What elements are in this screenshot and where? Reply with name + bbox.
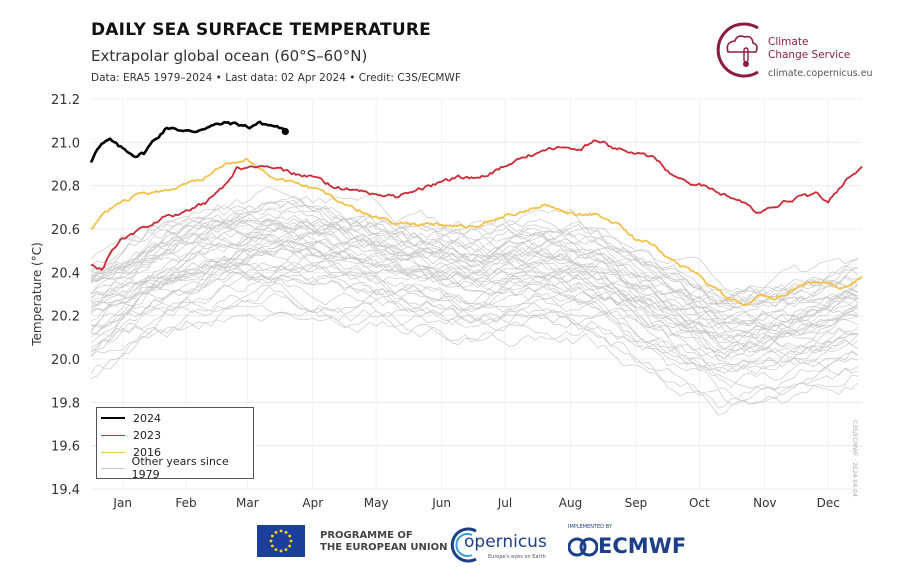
other-year-line bbox=[90, 244, 859, 336]
y-tick-label: 20.8 bbox=[51, 180, 80, 195]
legend-item-2023: 2023 bbox=[101, 428, 161, 442]
y-axis-ticks: 19.4 19.6 19.8 20.0 20.2 20.4 20.6 20.8 21.0 21.2 bbox=[51, 93, 80, 498]
data-credit: Data: ERA5 1979–2024 • Last data: 02 Apr… bbox=[91, 72, 461, 84]
footer-logos: PROGRAMME OF THE EUROPEAN UNION opernicu… bbox=[0, 522, 900, 582]
other-year-line bbox=[90, 223, 858, 308]
x-tick-label-jan: Jan bbox=[112, 496, 132, 510]
other-year-line bbox=[90, 236, 858, 345]
other-year-line bbox=[90, 269, 858, 391]
series-line-2024 bbox=[89, 120, 286, 164]
x-tick-label-may: May bbox=[364, 496, 389, 510]
legend-label-2023: 2023 bbox=[133, 428, 161, 442]
ecmwf-implemented-by: IMPLEMENTED BY bbox=[568, 524, 612, 530]
other-year-line bbox=[90, 231, 858, 306]
other-year-line bbox=[90, 186, 858, 309]
last-data-point-2024 bbox=[281, 127, 289, 136]
other-year-line bbox=[90, 242, 859, 370]
other-year-line bbox=[90, 213, 859, 301]
series-line-2016 bbox=[90, 157, 863, 307]
other-year-line bbox=[90, 283, 858, 388]
legend-item-2016: 2016 bbox=[101, 445, 161, 459]
other-year-line bbox=[90, 309, 858, 405]
c3s-name: Climate Change Service bbox=[768, 36, 851, 61]
x-tick-label-apr: Apr bbox=[302, 496, 323, 510]
legend-label-2016: 2016 bbox=[133, 445, 161, 459]
other-year-line bbox=[90, 221, 858, 309]
other-year-line bbox=[90, 217, 858, 343]
legend-item-2024: 2024 bbox=[101, 411, 161, 425]
c3s-emblem-icon bbox=[716, 22, 759, 78]
x-axis-ticks: Jan Feb Mar Apr May Jun Jul Aug Sep Oct Nov Dec bbox=[112, 496, 839, 510]
legend-swatch-2023 bbox=[101, 434, 125, 436]
other-year-line bbox=[91, 200, 858, 324]
eu-programme-text: PROGRAMME OF THE EUROPEAN UNION bbox=[320, 530, 448, 553]
copernicus-logo-icon bbox=[450, 527, 477, 563]
y-tick-label: 21.2 bbox=[51, 93, 80, 108]
other-year-line bbox=[90, 250, 858, 360]
x-tick-label-dec: Dec bbox=[817, 496, 840, 510]
other-year-line bbox=[90, 268, 858, 409]
x-tick-label-aug: Aug bbox=[559, 496, 582, 510]
x-tick-label-feb: Feb bbox=[175, 496, 196, 510]
c3s-url[interactable]: climate.copernicus.eu bbox=[768, 68, 873, 79]
highlight-lines bbox=[89, 120, 863, 307]
legend-label-2024: 2024 bbox=[133, 411, 161, 425]
other-year-line bbox=[90, 264, 858, 359]
y-tick-label: 19.6 bbox=[51, 440, 80, 455]
chart-subtitle: Extrapolar global ocean (60°S–60°N) bbox=[91, 47, 368, 65]
other-year-line bbox=[90, 210, 858, 351]
y-tick-label: 20.2 bbox=[51, 310, 80, 325]
other-year-line bbox=[90, 204, 858, 328]
c3s-logo[interactable]: Climate Change Service climate.copernicu… bbox=[712, 22, 882, 82]
other-year-line bbox=[90, 195, 858, 306]
other-year-line bbox=[90, 244, 858, 374]
other-year-line bbox=[90, 276, 858, 369]
legend-swatch-2024 bbox=[101, 417, 125, 419]
y-tick-label: 19.4 bbox=[51, 483, 80, 498]
y-tick-label: 20.6 bbox=[51, 223, 80, 238]
other-year-line bbox=[90, 250, 858, 330]
legend-swatch-other bbox=[101, 467, 124, 469]
other-years-lines bbox=[90, 186, 859, 416]
other-year-line bbox=[90, 232, 859, 311]
x-tick-label-oct: Oct bbox=[689, 496, 710, 510]
other-year-line bbox=[90, 274, 858, 400]
other-year-line bbox=[90, 248, 858, 344]
y-tick-label: 20.0 bbox=[51, 353, 80, 368]
other-year-line bbox=[90, 293, 858, 359]
y-axis-label: Temperature (°C) bbox=[30, 242, 44, 347]
sst-line-chart: 19.4 19.6 19.8 20.0 20.2 20.4 20.6 20.8 21.0 21.2… bbox=[30, 93, 863, 510]
other-year-line bbox=[90, 229, 859, 350]
eu-stars-icon bbox=[269, 529, 293, 553]
legend-item-other-years: Other years since 1979 bbox=[101, 455, 253, 481]
eu-flag-icon bbox=[257, 525, 305, 557]
other-year-line bbox=[90, 222, 858, 347]
other-year-line bbox=[90, 285, 859, 416]
x-tick-label-sep: Sep bbox=[625, 496, 648, 510]
ecmwf-logo-icon bbox=[568, 537, 598, 557]
copernicus-tagline: Europe's eyes on Earth bbox=[488, 554, 546, 560]
legend-swatch-2016 bbox=[101, 451, 125, 453]
other-year-line bbox=[90, 240, 858, 356]
legend-label-other: Other years since 1979 bbox=[131, 455, 229, 481]
side-credit-note: C3S/ECMWF · 2024-04-04 bbox=[851, 420, 858, 497]
copernicus-wordmark: opernicus bbox=[464, 532, 547, 552]
chart-legend: 2024 2023 2016 Other years since 1979 bbox=[96, 407, 254, 481]
x-tick-label-mar: Mar bbox=[236, 496, 259, 510]
y-tick-label: 20.4 bbox=[51, 266, 80, 281]
y-tick-label: 19.8 bbox=[51, 396, 80, 411]
series-line-2023 bbox=[90, 139, 863, 271]
other-year-line bbox=[90, 223, 858, 327]
other-year-line bbox=[90, 217, 859, 301]
y-tick-label: 21.0 bbox=[51, 136, 80, 151]
ecmwf-wordmark: ECMWF bbox=[598, 534, 687, 558]
x-tick-label-nov: Nov bbox=[753, 496, 776, 510]
other-year-line bbox=[90, 302, 858, 375]
chart-title: DAILY SEA SURFACE TEMPERATURE bbox=[91, 20, 431, 40]
other-year-line bbox=[90, 260, 858, 373]
x-tick-label-jul: Jul bbox=[497, 496, 512, 510]
x-tick-label-jun: Jun bbox=[431, 496, 451, 510]
